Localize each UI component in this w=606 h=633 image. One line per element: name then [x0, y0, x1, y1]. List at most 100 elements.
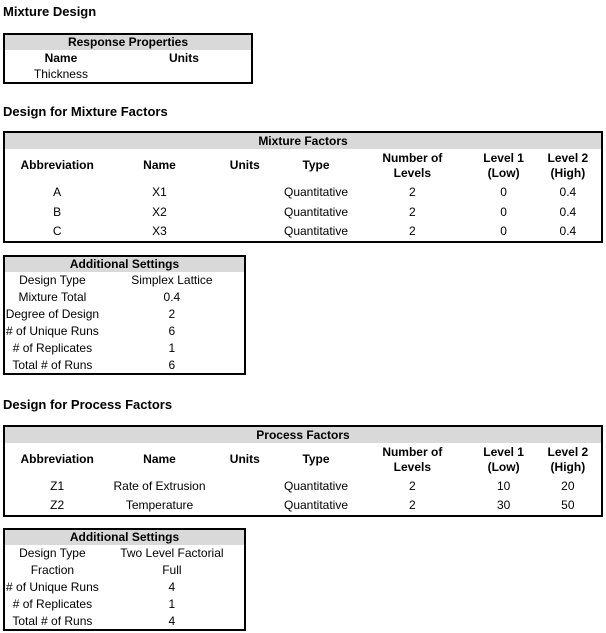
- table-row: B X2 Quantitative 2 0 0.4: [4, 202, 602, 222]
- cell-number-of-levels: 2: [408, 204, 416, 219]
- cell-type: Quantitative: [283, 478, 349, 493]
- column-header-level2-high: Level 2 (High): [547, 150, 589, 180]
- cell-abbreviation: Z2: [50, 498, 65, 512]
- cell-type: Quantitative: [283, 498, 349, 512]
- cell-number-of-levels: 2: [408, 498, 416, 512]
- cell-units: [210, 182, 280, 202]
- table-row: Thickness: [4, 66, 252, 83]
- process-factors-table: Process Factors Abbreviation Name Units …: [3, 425, 603, 517]
- table-row: Total # of Runs 6: [4, 357, 245, 374]
- column-header-type: Type: [302, 452, 330, 466]
- cell-setting-value: 4: [168, 580, 176, 594]
- table-row: # of Replicates 1: [4, 596, 245, 613]
- cell-level1: 0: [500, 224, 507, 238]
- cell-abbreviation: B: [53, 204, 62, 219]
- cell-name: Temperature: [125, 498, 194, 512]
- cell-setting-label: # of Unique Runs: [6, 324, 99, 338]
- column-header-abbreviation: Abbreviation: [20, 452, 94, 466]
- cell-name: X2: [152, 204, 167, 219]
- table-row: A X1 Quantitative 2 0 0.4: [4, 182, 602, 202]
- cell-level2: 20: [561, 478, 575, 493]
- column-header-abbreviation: Abbreviation: [20, 158, 94, 172]
- cell-number-of-levels: 2: [408, 224, 416, 238]
- cell-setting-label: Design Type: [19, 273, 86, 287]
- cell-setting-label: # of Unique Runs: [6, 580, 99, 594]
- table-title: Additional Settings: [4, 529, 245, 545]
- table-row: # of Unique Runs 6: [4, 323, 245, 340]
- cell-setting-label: # of Replicates: [12, 597, 93, 611]
- table-header-row: Name Units: [4, 50, 252, 66]
- cell-setting-label: Mixture Total: [18, 290, 87, 304]
- table-title-row: Additional Settings: [4, 256, 245, 272]
- column-header-level1-low: Level 1 (Low): [483, 150, 524, 180]
- table-row: Design Type Two Level Factorial: [4, 545, 245, 562]
- table-header-row: Abbreviation Name Units Type Number of L…: [4, 443, 602, 476]
- cell-setting-label: Design Type: [19, 546, 86, 560]
- mixture-factors-table: Mixture Factors Abbreviation Name Units …: [3, 131, 603, 243]
- cell-type: Quantitative: [283, 224, 349, 238]
- table-row: Design Type Simplex Lattice: [4, 272, 245, 289]
- table-row: # of Replicates 1: [4, 340, 245, 357]
- cell-type: Quantitative: [283, 204, 349, 219]
- cell-level1: 0: [500, 184, 507, 199]
- table-title: Process Factors: [4, 426, 602, 443]
- table-row: Z2 Temperature Quantitative 2 30 50: [4, 496, 602, 516]
- cell-response-units: [117, 66, 252, 83]
- cell-setting-label: Fraction: [30, 563, 75, 577]
- section-heading-mixture: Design for Mixture Factors: [3, 104, 168, 119]
- cell-level2: 0.4: [559, 184, 577, 199]
- table-row: Degree of Design 2: [4, 306, 245, 323]
- cell-units: [210, 476, 280, 496]
- cell-setting-value: 1: [168, 341, 176, 355]
- column-header-units: Units: [229, 158, 260, 172]
- cell-units: [210, 496, 280, 516]
- cell-setting-label: Total # of Runs: [12, 613, 93, 628]
- page-title: Mixture Design: [3, 4, 97, 19]
- column-header-units: Units: [168, 50, 199, 65]
- section-heading-process: Design for Process Factors: [3, 397, 173, 412]
- table-row: Total # of Runs 4: [4, 613, 245, 630]
- column-header-number-of-levels: Number of Levels: [382, 444, 443, 474]
- column-header-type: Type: [302, 158, 330, 172]
- cell-setting-value: Simplex Lattice: [131, 273, 213, 287]
- cell-setting-value: 1: [168, 597, 176, 611]
- column-header-units: Units: [229, 452, 260, 466]
- column-header-name: Name: [44, 50, 78, 65]
- cell-name: X1: [152, 184, 167, 199]
- cell-level1: 10: [496, 478, 511, 493]
- cell-level1: 30: [496, 498, 511, 512]
- cell-setting-value: 4: [168, 613, 176, 628]
- column-header-level1-low: Level 1 (Low): [483, 444, 524, 474]
- column-header-name: Name: [143, 158, 176, 172]
- cell-setting-value: 0.4: [163, 290, 181, 304]
- cell-units: [210, 222, 280, 242]
- column-header-level2-high: Level 2 (High): [547, 444, 589, 474]
- response-properties-table: Response Properties Name Units Thickness: [3, 33, 253, 84]
- table-row: Mixture Total 0.4: [4, 289, 245, 306]
- cell-level2: 50: [561, 498, 575, 512]
- cell-setting-value: 6: [168, 324, 176, 338]
- cell-setting-value: Two Level Factorial: [120, 546, 224, 560]
- cell-number-of-levels: 2: [408, 478, 416, 493]
- cell-setting-label: Degree of Design: [5, 307, 100, 321]
- cell-setting-value: Full: [162, 563, 182, 577]
- table-row: Z1 Rate of Extrusion Quantitative 2 10 2…: [4, 476, 602, 496]
- table-title: Response Properties: [4, 34, 252, 50]
- cell-setting-value: 6: [168, 357, 176, 372]
- table-title: Mixture Factors: [4, 132, 602, 149]
- cell-name: Rate of Extrusion: [113, 478, 206, 493]
- cell-setting-value: 2: [168, 307, 176, 321]
- table-title-row: Process Factors: [4, 426, 602, 443]
- cell-level2: 0.4: [559, 204, 577, 219]
- cell-type: Quantitative: [283, 184, 349, 199]
- cell-number-of-levels: 2: [408, 184, 416, 199]
- table-row: Fraction Full: [4, 562, 245, 579]
- table-title-row: Mixture Factors: [4, 132, 602, 149]
- process-additional-settings-table: Additional Settings Design Type Two Leve…: [3, 528, 246, 631]
- cell-level1: 0: [500, 204, 507, 219]
- cell-level2: 0.4: [559, 224, 577, 238]
- cell-abbreviation: Z1: [50, 478, 65, 493]
- table-title: Additional Settings: [4, 256, 245, 272]
- cell-name: X3: [152, 224, 167, 238]
